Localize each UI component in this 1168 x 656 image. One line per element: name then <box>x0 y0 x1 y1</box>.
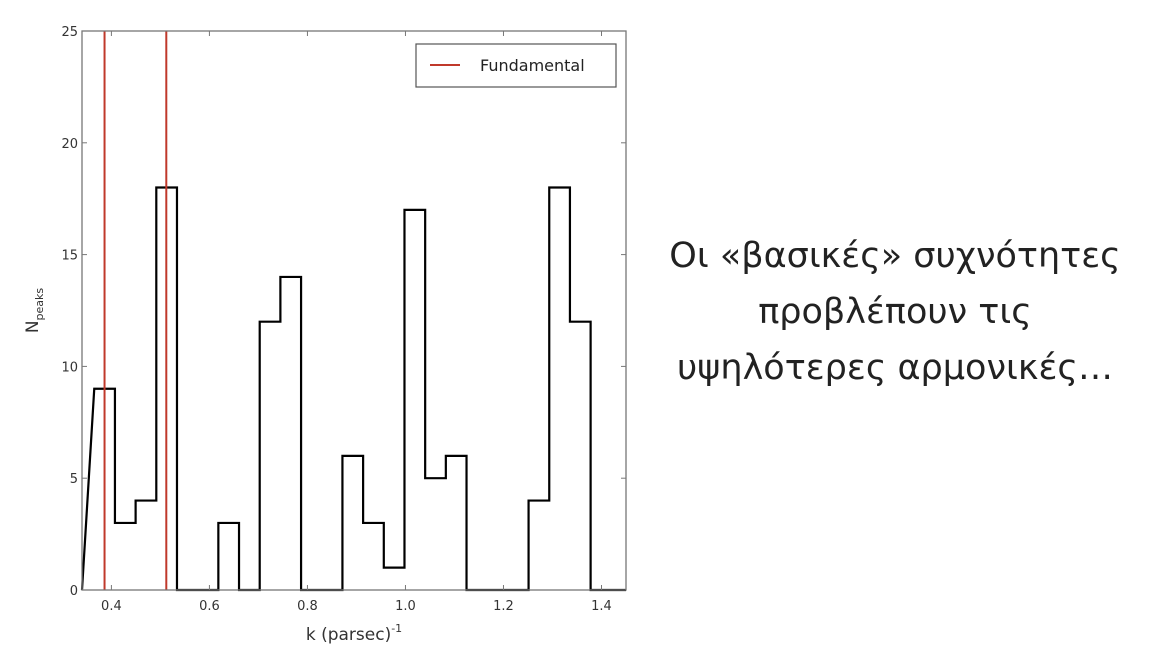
x-tick-label: 0.8 <box>297 599 318 614</box>
histogram-bin <box>384 568 405 590</box>
x-tick-label: 0.4 <box>101 599 122 614</box>
caption-line-1: Οι «βασικές» συχνότητες <box>669 236 1121 276</box>
slide-caption: Οι «βασικές» συχνότητες προβλέπουν τις υ… <box>630 228 1160 396</box>
y-axis-label-subscript: peaks <box>33 288 46 321</box>
histogram-bin <box>446 456 467 590</box>
histogram-bin <box>570 322 591 590</box>
y-tick-label: 10 <box>61 360 78 375</box>
x-tick-label: 0.6 <box>199 599 220 614</box>
x-tick-label: 1.4 <box>591 599 612 614</box>
y-tick-label: 5 <box>70 472 78 487</box>
x-tick-label: 1.0 <box>395 599 416 614</box>
histogram-bin <box>363 523 384 590</box>
histogram-bin <box>136 501 157 590</box>
histogram-bin <box>549 188 570 590</box>
histogram-bin <box>280 277 301 590</box>
histogram-step-line <box>80 186 626 592</box>
y-axis-label: Npeaks <box>23 288 46 334</box>
histogram-bin <box>342 456 363 590</box>
histogram-bin <box>260 322 281 590</box>
caption-line-3: υψηλότερες αρμονικές… <box>677 348 1113 388</box>
histogram-bin <box>115 523 136 590</box>
y-tick-label: 15 <box>61 249 78 264</box>
x-axis-label-superscript: -1 <box>391 622 402 635</box>
plot-frame <box>81 30 627 591</box>
caption-line-2: προβλέπουν τις <box>758 292 1032 332</box>
x-tick-label: 1.2 <box>493 599 514 614</box>
histogram-bin <box>218 523 239 590</box>
legend-label: Fundamental <box>480 56 585 75</box>
y-tick-label: 0 <box>70 584 78 599</box>
histogram-chart: 0.4 0.6 0.8 1.0 1.2 1.4 0 5 10 15 20 25 k (parsec)-1… <box>23 25 627 645</box>
y-tick-label: 25 <box>61 25 78 40</box>
histogram-bin <box>529 501 550 590</box>
histogram-bin <box>404 210 425 590</box>
x-axis-label: k (parsec)-1 <box>306 622 402 645</box>
y-tick-label: 20 <box>61 137 78 152</box>
histogram-bin <box>425 478 446 590</box>
